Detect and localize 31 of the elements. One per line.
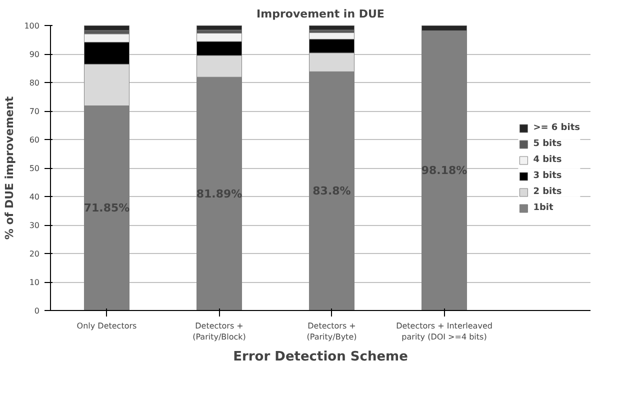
- data-label: 71.85%: [84, 202, 130, 215]
- data-label: 83.8%: [312, 184, 351, 198]
- y-tick-label: 60: [29, 136, 40, 144]
- y-tick-label: 100: [24, 22, 40, 30]
- legend-label: 1bit: [533, 202, 554, 212]
- y-axis-title: % of DUE improvement: [3, 96, 16, 240]
- y-tick-label: 50: [29, 164, 40, 173]
- bar: [84, 26, 130, 31]
- y-tick-label: 90: [29, 50, 40, 59]
- x-tick-label: Detectors + (Parity/Byte): [306, 322, 357, 342]
- legend-label: 3 bits: [533, 170, 562, 180]
- y-tick-label: 20: [29, 250, 40, 258]
- x-tick-label: Detectors + Interleaved parity (DOI >=4 bits): [396, 322, 492, 342]
- legend-label: 4 bits: [533, 154, 562, 164]
- y-tick-label: 70: [29, 107, 40, 116]
- x-axis-title: Error Detection Scheme: [233, 349, 408, 364]
- legend-label: 2 bits: [533, 186, 562, 196]
- chart-title: Improvement in DUE: [256, 8, 384, 20]
- data-label: 98.18%: [421, 164, 468, 178]
- x-tick-label: Detectors + (Parity/Block): [192, 322, 246, 342]
- bar: [309, 26, 354, 30]
- legend-label: 5 bits: [533, 138, 562, 148]
- bar: [196, 26, 242, 30]
- y-tick-label: 10: [29, 278, 40, 287]
- y-tick-label: 30: [29, 221, 40, 230]
- y-tick-label: 40: [29, 192, 40, 202]
- y-tick-label: 80: [29, 78, 40, 88]
- x-tick-label: Only Detectors: [76, 322, 137, 330]
- y-tick-label: 0: [34, 306, 40, 316]
- legend-label: >= 6 bits: [533, 122, 580, 132]
- data-label: 81.89%: [196, 187, 242, 200]
